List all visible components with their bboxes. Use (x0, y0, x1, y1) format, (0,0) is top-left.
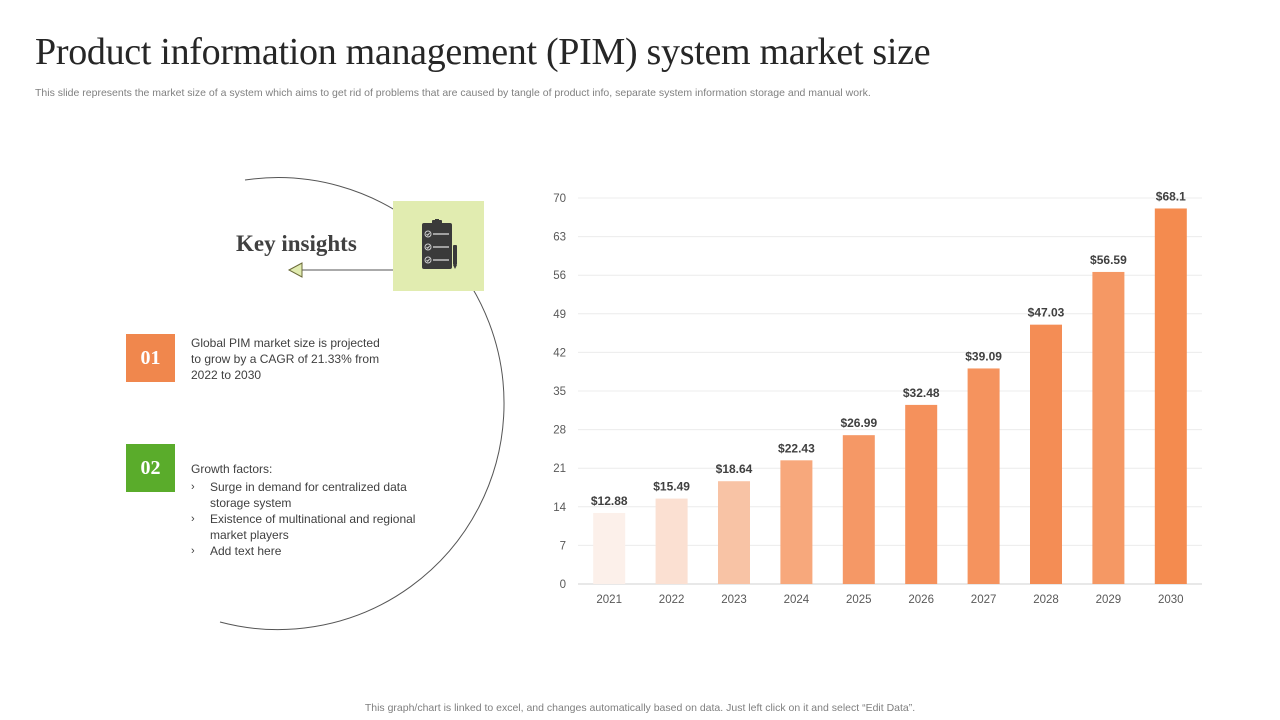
list-item: › Add text here (191, 543, 441, 559)
chevron-right-icon: › (191, 513, 195, 525)
growth-factors-heading: Growth factors: (191, 462, 273, 476)
page-subtitle: This slide represents the market size of… (35, 87, 871, 99)
x-tick-label: 2026 (908, 594, 934, 606)
arrow-left-icon (287, 262, 303, 278)
insight-text-01: Global PIM market size is projected to g… (191, 336, 380, 382)
bar-2023[interactable] (718, 481, 750, 584)
key-insights-heading: Key insights (236, 231, 357, 256)
x-tick-label: 2021 (596, 594, 622, 606)
chevron-right-icon: › (191, 545, 195, 557)
data-label: $26.99 (840, 416, 877, 430)
x-tick-label: 2028 (1033, 594, 1059, 606)
data-label: $68.1 (1156, 189, 1186, 203)
data-label: $12.88 (591, 494, 628, 508)
x-tick-label: 2029 (1096, 594, 1122, 606)
chevron-right-icon: › (191, 481, 195, 493)
insight-number-badge-01: 01 (126, 334, 175, 382)
data-label: $39.09 (965, 349, 1002, 363)
bar-2029[interactable] (1092, 271, 1125, 584)
x-tick-label: 2023 (721, 594, 747, 606)
x-tick-label: 2022 (659, 594, 685, 606)
list-item: › Surge in demand for centralized data st… (191, 479, 441, 511)
y-tick-label: 21 (553, 463, 566, 475)
y-axis: 0 7 14 21 28 35 42 49 56 63 70 (553, 193, 566, 591)
data-label: $56.59 (1090, 253, 1127, 267)
insight-number-badge-02: 02 (126, 444, 175, 492)
bar-2025[interactable] (842, 435, 875, 584)
insight-arc (219, 177, 505, 631)
y-tick-label: 7 (560, 540, 566, 552)
x-tick-label: 2025 (846, 594, 872, 606)
y-tick-label: 35 (553, 386, 566, 398)
bar-2027[interactable] (967, 368, 1000, 584)
data-label: $32.48 (903, 386, 940, 400)
y-tick-label: 28 (553, 425, 566, 437)
y-tick-label: 0 (560, 579, 566, 591)
data-label: $22.43 (778, 441, 815, 455)
data-label: $18.64 (716, 462, 753, 476)
page-title: Product information management (PIM) sys… (35, 31, 931, 73)
y-tick-label: 63 (553, 232, 566, 244)
list-item-text: Surge in demand for centralized data sto… (210, 480, 407, 510)
bar-2022[interactable] (655, 498, 688, 584)
y-tick-label: 42 (553, 347, 566, 359)
x-tick-label: 2024 (784, 594, 810, 606)
insights-icon-box (393, 201, 484, 291)
growth-factors-list: › Surge in demand for centralized data st… (191, 479, 441, 559)
list-item: › Existence of multinational and regional… (191, 511, 441, 543)
data-label: $15.49 (653, 480, 690, 494)
insight-arc-decoration (219, 177, 505, 631)
y-tick-label: 56 (553, 270, 566, 282)
bar-2030[interactable] (1154, 208, 1187, 584)
data-label: $47.03 (1028, 306, 1065, 320)
bar-2024[interactable] (780, 460, 813, 584)
insight-block-02: Growth factors: › Surge in demand for cen… (191, 461, 441, 559)
bar-2028[interactable] (1030, 324, 1062, 584)
y-tick-label: 49 (553, 309, 566, 321)
footer-note: This graph/chart is linked to excel, and… (364, 702, 916, 714)
x-axis: 2021 2022 2023 2024 2025 2026 2027 2028 2029 2030 (596, 594, 1183, 606)
chart-bars (593, 208, 1187, 584)
list-item-text: Existence of multinational and regional … (210, 512, 416, 542)
x-tick-label: 2027 (971, 594, 997, 606)
y-tick-label: 70 (553, 193, 566, 205)
clipboard-checklist-icon (421, 219, 457, 269)
bar-2026[interactable] (905, 404, 938, 584)
list-item-text: Add text here (210, 544, 282, 558)
chart-data-labels: $12.88 $15.49 $18.64 $22.43 $26.99 $32.48 $39.… (591, 189, 1186, 507)
y-tick-label: 14 (553, 502, 566, 514)
bar-2021[interactable] (593, 512, 626, 584)
x-tick-label: 2030 (1158, 594, 1184, 606)
